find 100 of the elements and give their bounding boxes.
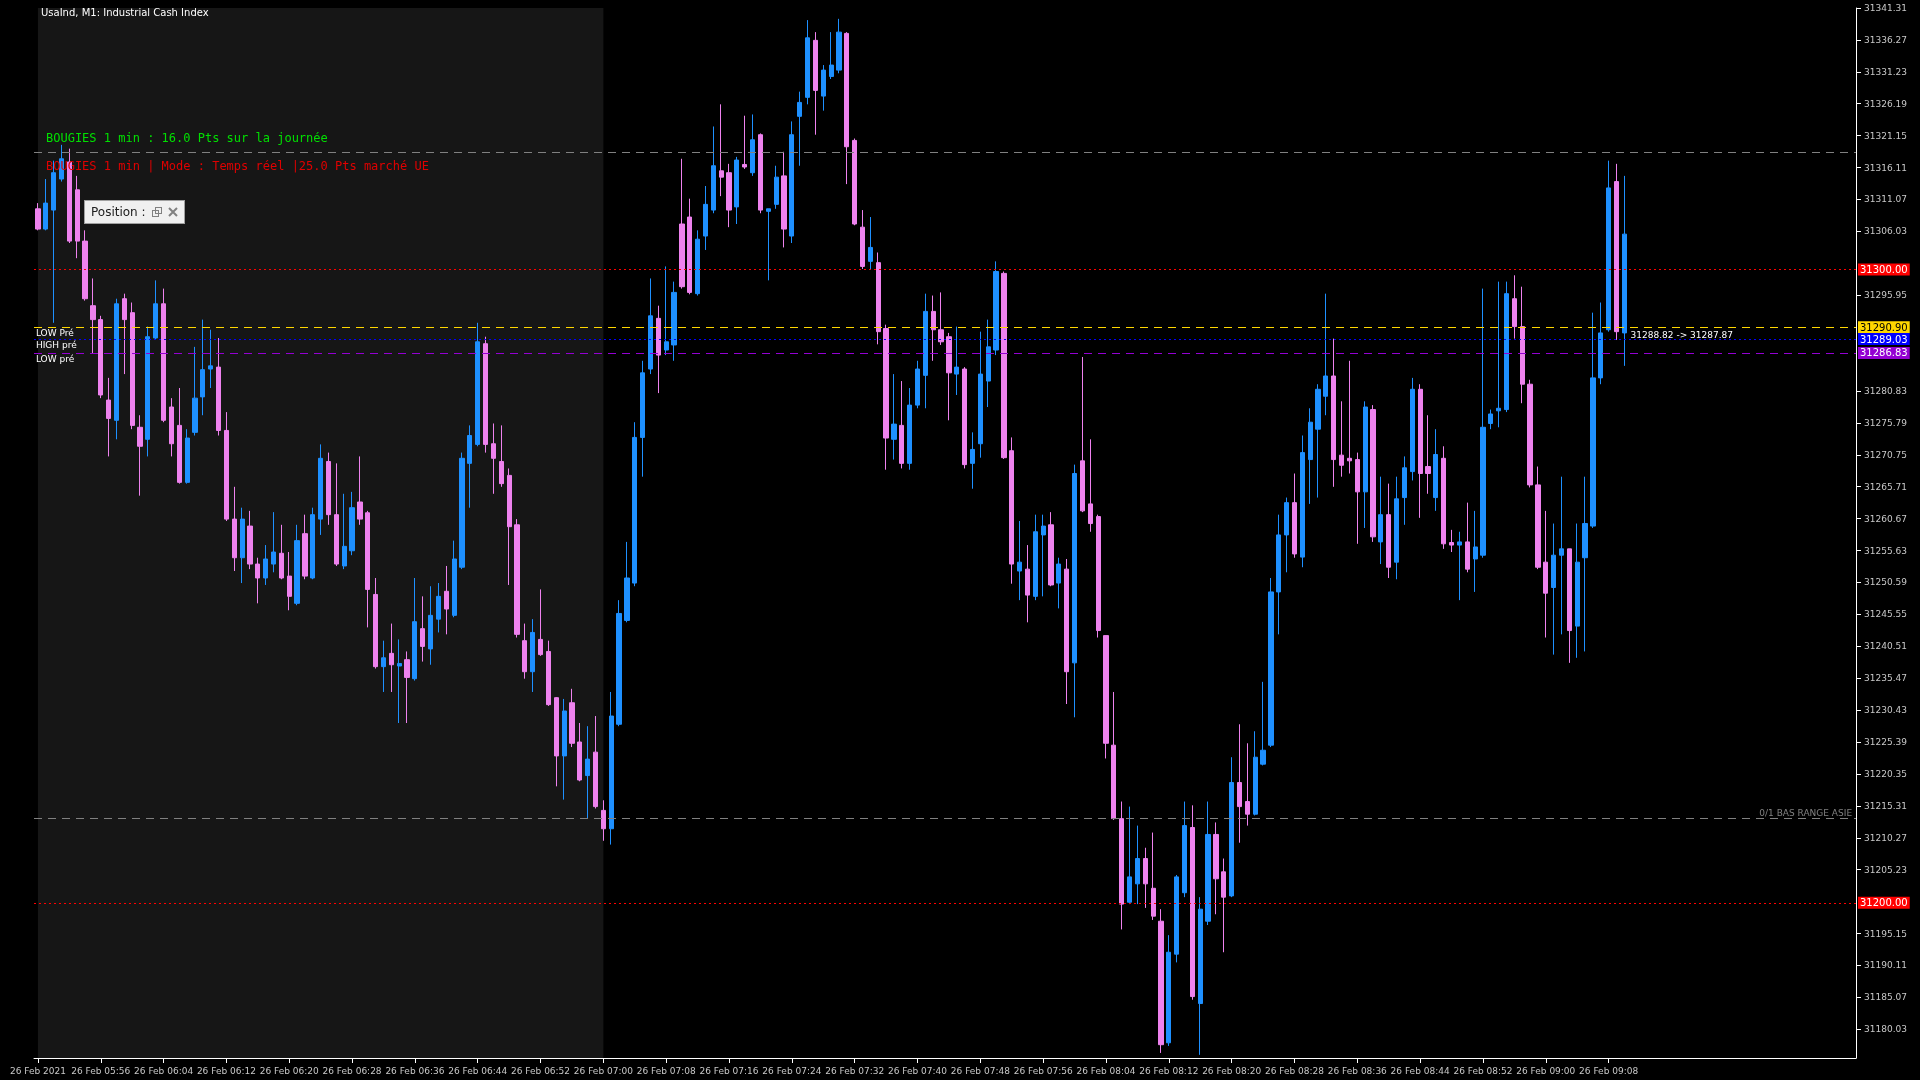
candlestick: [1331, 338, 1336, 488]
candlestick: [789, 120, 794, 244]
candlestick: [1245, 742, 1250, 827]
candlestick: [208, 329, 213, 389]
candlestick: [1088, 438, 1093, 533]
candlestick: [1308, 407, 1313, 505]
y-tick-label: 31215.31: [1864, 800, 1907, 811]
y-tick-label: 31195.15: [1864, 928, 1907, 939]
candlestick: [774, 165, 779, 210]
candlestick: [1127, 806, 1132, 905]
candlestick: [491, 422, 496, 495]
candlestick: [750, 113, 755, 177]
candlestick: [577, 722, 582, 782]
candlestick: [883, 324, 889, 471]
candlestick: [915, 360, 920, 409]
candlestick: [153, 279, 158, 341]
y-tick-label: 31316.11: [1864, 162, 1907, 173]
candlestick: [726, 163, 732, 228]
y-tick-label: 31230.43: [1864, 705, 1907, 716]
candlestick: [499, 424, 504, 488]
candlestick: [216, 337, 221, 437]
candlestick: [1253, 730, 1258, 816]
candlestick: [664, 265, 669, 356]
y-tick-label: 31326.19: [1864, 98, 1908, 109]
candlestick: [993, 260, 999, 356]
y-tick-label: 31185.07: [1864, 992, 1907, 1003]
candlestick: [467, 424, 472, 509]
x-tick-label: 26 Feb 08:36: [1327, 1065, 1388, 1076]
candlestick: [1315, 383, 1321, 499]
candlestick: [1151, 832, 1156, 921]
candlestick: [428, 585, 433, 666]
candlestick: [931, 295, 936, 362]
x-tick-label: 26 Feb 05:56: [71, 1065, 131, 1076]
candlestick: [1284, 497, 1289, 573]
candlestick: [522, 623, 527, 680]
y-tick-label: 31240.51: [1864, 641, 1907, 652]
candlestick: [1575, 523, 1580, 659]
candlestick: [1433, 428, 1438, 512]
y-tick-label: 31180.03: [1864, 1024, 1907, 1035]
x-tick-label: 26 Feb 09:08: [1579, 1065, 1639, 1076]
y-tick-label: 31270.75: [1864, 449, 1907, 460]
annotation: LOW pré: [35, 354, 75, 364]
candlestick: [1339, 400, 1344, 478]
candlestick: [1268, 577, 1274, 748]
x-tick-label: 26 Feb 07:56: [1013, 1065, 1073, 1076]
candlestick: [1559, 476, 1564, 635]
candlestick: [1449, 529, 1454, 553]
candlestick: [114, 298, 119, 440]
candlestick: [742, 115, 747, 170]
annotation: Position :: [91, 205, 146, 219]
candlestick: [569, 688, 575, 748]
candlestick: [137, 414, 143, 497]
candlestick: [1041, 514, 1046, 597]
candlestick: [656, 305, 661, 394]
candlestick: [1072, 464, 1077, 718]
candlestick: [145, 326, 150, 457]
candlestick: [294, 524, 300, 606]
y-tick-label: 31205.23: [1864, 864, 1907, 875]
candlestick: [287, 551, 292, 611]
y-tick-label: 31280.83: [1864, 385, 1907, 396]
y-tick-label: 31220.35: [1864, 768, 1907, 779]
candlestick: [507, 467, 512, 586]
candlestick: [373, 577, 378, 670]
candlestick: [1260, 681, 1266, 766]
chart-title: UsaInd, M1: Industrial Cash Index: [41, 6, 209, 18]
candlestick: [923, 293, 928, 409]
candlestick: [365, 510, 370, 628]
candlestick: [224, 411, 229, 522]
candlestick: [1064, 558, 1069, 705]
candlestick: [1567, 548, 1572, 664]
candlestick: [711, 125, 716, 214]
candlestick: [829, 31, 834, 80]
candlestick: [1535, 466, 1541, 570]
candlestick: [1213, 821, 1219, 915]
candlestick: [899, 380, 904, 469]
candlestick: [719, 103, 724, 197]
candlestick: [192, 346, 198, 437]
x-tick-label: 26 Feb 07:16: [699, 1065, 759, 1076]
candlestick: [946, 332, 952, 421]
y-tick-label: 31250.59: [1864, 577, 1908, 588]
x-tick-label: 26 Feb 06:44: [448, 1065, 508, 1076]
x-tick-label: 26 Feb 07:08: [636, 1065, 696, 1076]
x-tick-label: 26 Feb 08:12: [1139, 1065, 1199, 1076]
ref-line-label: 31300.00: [1860, 264, 1908, 276]
candlestick: [318, 443, 323, 536]
candlestick: [271, 511, 276, 573]
candlestick: [1033, 514, 1038, 601]
candlestick: [1237, 723, 1242, 844]
candlestick: [177, 387, 182, 485]
candlestick: [326, 452, 331, 526]
y-tick-label: 31336.27: [1864, 34, 1907, 45]
candlestick: [130, 302, 135, 430]
candlestick: [302, 514, 308, 580]
candlestick: [671, 281, 677, 362]
candlestick: [1512, 274, 1517, 340]
x-tick-label: 26 Feb 08:44: [1390, 1065, 1450, 1076]
candlestick: [169, 397, 174, 457]
candlestick: [876, 252, 881, 345]
candlestick: [357, 455, 363, 526]
candlestick: [562, 698, 567, 801]
